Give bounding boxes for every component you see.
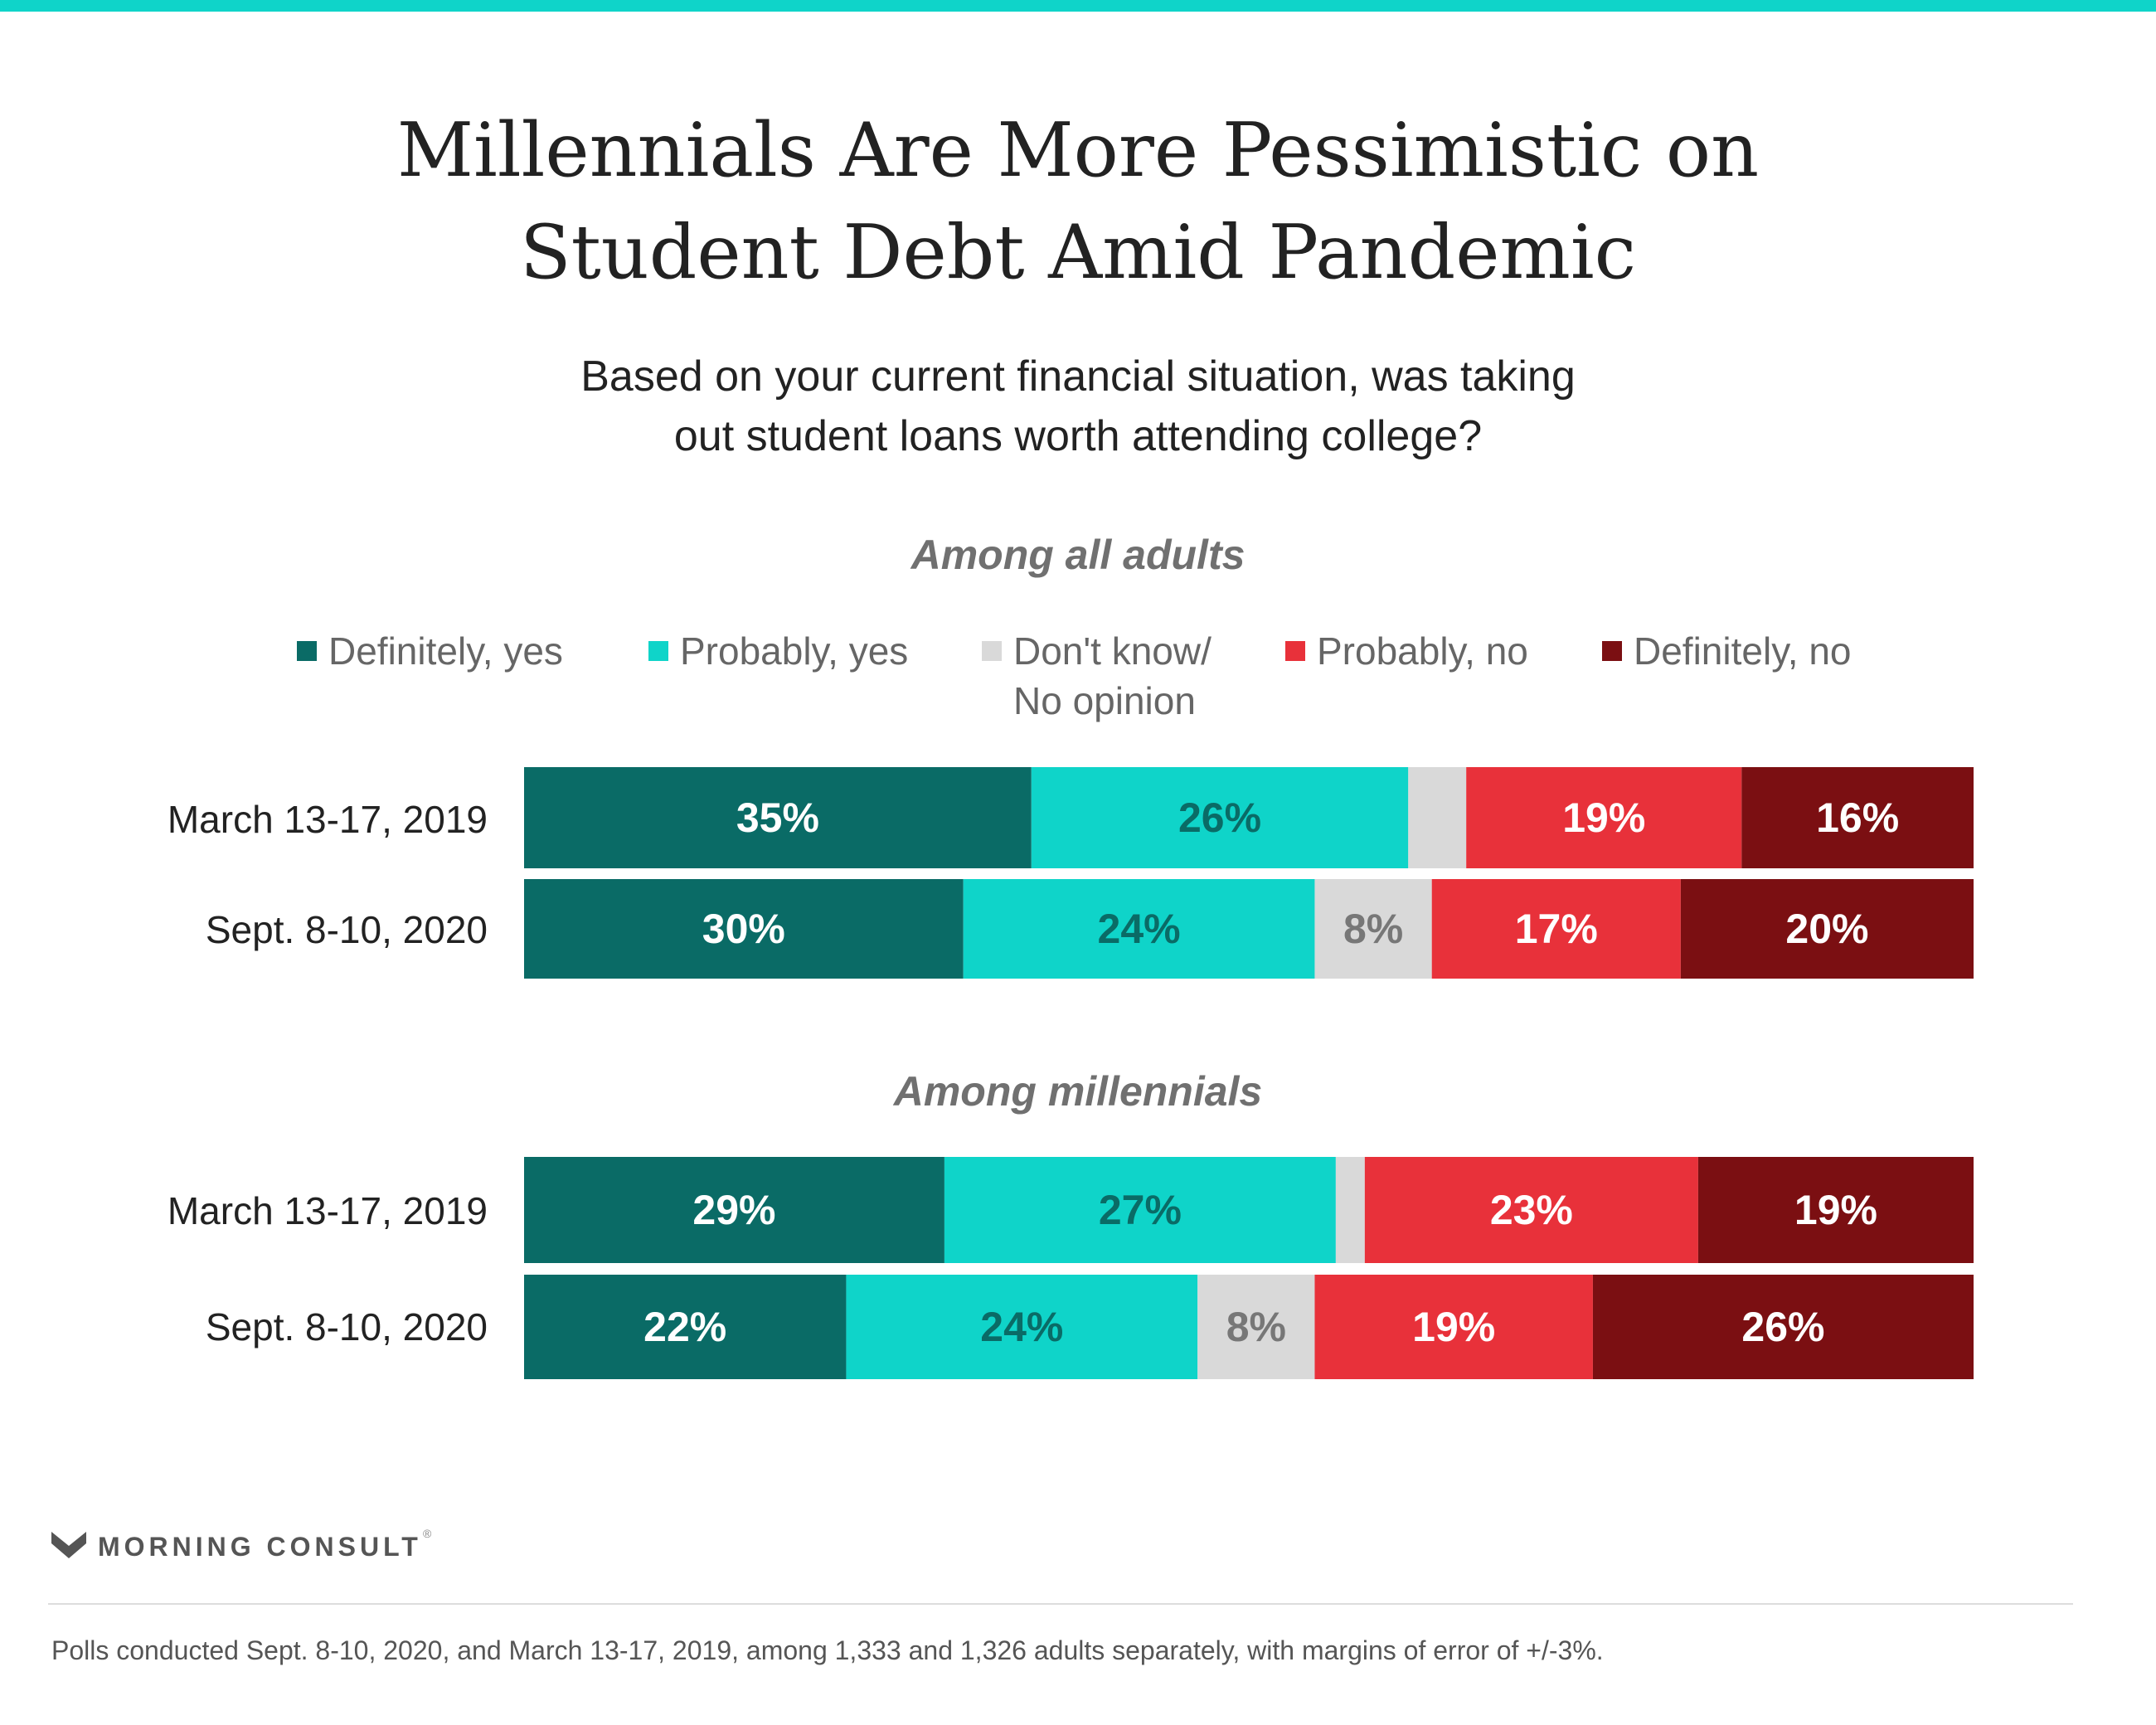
bar-label-millennials-2020-dont-know: 8% [1226,1304,1286,1350]
chart-title-line-1: Millennials Are More Pessimistic on [396,107,1760,194]
bar-label-all-adults-2019-definitely-yes: 35% [736,794,819,841]
bar-label-all-adults-2020-definitely-no: 20% [1785,906,1868,952]
bar-label-all-adults-2019-probably-yes: 26% [1178,794,1261,841]
bar-label-all-adults-2020-definitely-yes: 30% [702,906,785,952]
chart-subtitle-line-1: Based on your current financial situatio… [580,352,1576,401]
bar-segment-millennials-2020-probably-yes [846,1275,1198,1379]
bar-segment-millennials-2020-definitely-no [1592,1275,1974,1379]
bar-label-all-adults-2019-probably-no: 19% [1562,794,1645,841]
bar-segment-millennials-2020-definitely-yes [524,1275,847,1379]
legend-label-dont-know: Don't know/ No opinion [1013,629,1212,722]
bar-label-millennials-2019-probably-yes: 27% [1099,1187,1182,1233]
bar-label-millennials-2019-definitely-no: 19% [1794,1187,1877,1233]
bar-segment-all-adults-2019-definitely-no [1741,767,1974,868]
bar-label-all-adults-2019-definitely-no: 16% [1816,794,1899,841]
bar-segment-all-adults-2019-probably-yes [1031,767,1409,868]
bar-segment-millennials-2019-probably-yes [944,1157,1336,1263]
bar-segment-all-adults-2020-probably-yes [963,879,1315,979]
morning-consult-logo-icon [51,1532,86,1558]
bar-label-millennials-2020-definitely-no: 26% [1741,1304,1824,1350]
bar-label-millennials-2020-probably-no: 19% [1412,1304,1495,1350]
bar-segment-all-adults-2020-probably-no [1431,879,1681,979]
legend-label-definitely-no: Definitely, no [1634,629,1852,673]
group-title-millennials: Among millennials [893,1068,1263,1115]
bar-label-millennials-2019-definitely-yes: 29% [692,1187,775,1233]
legend-swatch-definitely-no [1602,641,1622,661]
chart-title-line-2: Student Debt Amid Pandemic [519,209,1637,296]
legend-swatch-probably-yes [648,641,668,661]
row-label-all-adults-2020: Sept. 8-10, 2020 [205,908,488,951]
row-label-millennials-2020: Sept. 8-10, 2020 [205,1305,488,1348]
bar-segment-all-adults-2020-dont-know [1314,879,1432,979]
brand-name: MORNING CONSULT [98,1532,422,1562]
bar-segment-millennials-2019-definitely-yes [524,1157,944,1263]
footnote: Polls conducted Sept. 8-10, 2020, and Ma… [51,1635,1604,1665]
bar-segment-millennials-2019-dont-know [1335,1157,1365,1263]
bar-label-millennials-2019-probably-no: 23% [1490,1187,1573,1233]
bar-label-all-adults-2020-probably-yes: 24% [1098,906,1181,952]
bar-segment-all-adults-2019-probably-no [1466,767,1742,868]
bar-label-millennials-2020-probably-yes: 24% [980,1304,1063,1350]
brand-trademark: ® [423,1527,432,1540]
top-accent-bar [0,0,2156,12]
row-label-all-adults-2019: March 13-17, 2019 [167,798,488,841]
legend-label-probably-yes: Probably, yes [680,629,909,673]
legend-label-definitely-yes: Definitely, yes [328,629,563,673]
bar-segment-all-adults-2019-definitely-yes [524,767,1032,868]
bar-segment-all-adults-2019-dont-know [1408,767,1467,868]
row-label-millennials-2019: March 13-17, 2019 [167,1189,488,1232]
chart-subtitle: Based on your current financial situatio… [0,347,2156,466]
chart-subtitle-line-2: out student loans worth attending colleg… [673,412,1483,460]
chart-title: Millennials Are More Pessimistic on Stud… [0,100,2156,304]
bar-label-all-adults-2020-dont-know: 8% [1343,906,1403,952]
bar-segment-all-adults-2020-definitely-yes [524,879,964,979]
footer-divider [48,1603,2073,1605]
bar-segment-millennials-2019-definitely-no [1697,1157,1974,1263]
bar-label-all-adults-2020-probably-no: 17% [1515,906,1598,952]
bar-segment-all-adults-2020-definitely-no [1680,879,1974,979]
bar-label-millennials-2020-definitely-yes: 22% [643,1304,726,1350]
legend-swatch-definitely-yes [297,641,317,661]
legend: Definitely, yes Probably, yes Don't know… [0,626,2156,734]
bar-segment-millennials-2020-dont-know [1197,1275,1315,1379]
bar-segment-millennials-2019-probably-no [1364,1157,1698,1263]
legend-label-probably-no: Probably, no [1317,629,1528,673]
legend-swatch-probably-no [1285,641,1305,661]
bar-segment-millennials-2020-probably-no [1314,1275,1593,1379]
group-title-all-adults: Among all adults [910,532,1246,578]
legend-swatch-dont-know [982,641,1002,661]
